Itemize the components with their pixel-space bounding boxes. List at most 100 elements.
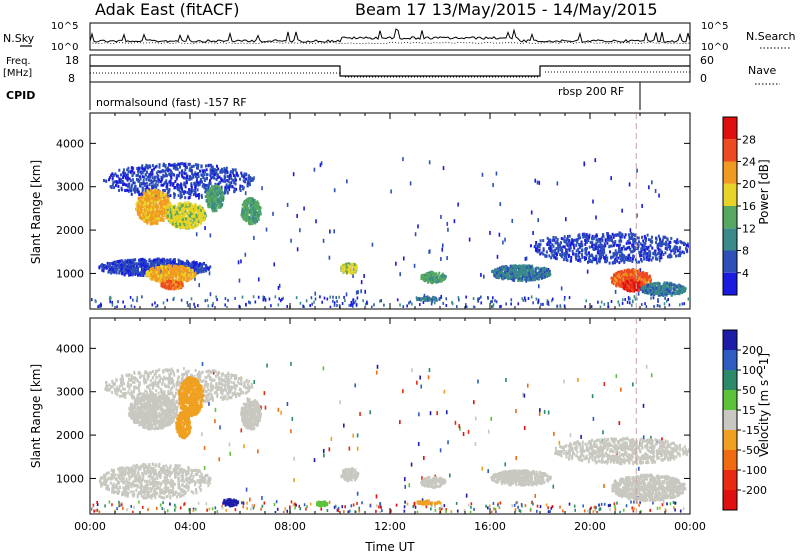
echo-cell xyxy=(640,250,643,254)
echo-cell xyxy=(211,169,214,173)
ground-scatter-cell xyxy=(546,302,549,306)
echo-cell xyxy=(165,209,168,213)
nave-line xyxy=(90,71,690,78)
ground-scatter-cell xyxy=(618,303,621,307)
echo-cell xyxy=(243,172,246,176)
ground-scatter-cell xyxy=(681,302,684,306)
noise-cell xyxy=(453,219,456,224)
echo-cell xyxy=(585,247,588,251)
echo-cell xyxy=(212,202,215,206)
echo-cell xyxy=(170,272,173,276)
echo-cell xyxy=(208,181,211,185)
noise-cell xyxy=(277,285,280,290)
ground-scatter-cell xyxy=(500,304,502,308)
echo-cell xyxy=(150,259,153,263)
echo-cell xyxy=(618,261,621,265)
echo-cell xyxy=(149,222,152,226)
echo-cell xyxy=(592,236,595,240)
echo-cell xyxy=(600,243,603,247)
echo-cell xyxy=(181,275,184,279)
echo-cell xyxy=(139,216,142,220)
echo-cell xyxy=(169,169,172,173)
ground-scatter-cell xyxy=(456,305,458,308)
ground-scatter-cell xyxy=(430,302,433,306)
echo-cell xyxy=(565,252,568,256)
echo-cell xyxy=(193,209,196,213)
echo-cell xyxy=(501,266,504,270)
echo-cell xyxy=(193,189,196,193)
echo-cell xyxy=(621,233,624,237)
echo-cell xyxy=(565,242,568,246)
echo-cell xyxy=(518,272,521,276)
echo-cell xyxy=(216,164,219,168)
echo-cell xyxy=(130,192,133,196)
echo-cell xyxy=(230,176,233,180)
echo-cell xyxy=(546,243,549,247)
echo-cell xyxy=(148,198,151,202)
echo-cell xyxy=(613,252,616,256)
noise-cell xyxy=(498,232,501,237)
echo-cell xyxy=(588,256,591,260)
echo-cell xyxy=(150,215,153,219)
echo-cell xyxy=(213,201,216,205)
echo-cell xyxy=(640,259,643,263)
echo-cell xyxy=(170,182,173,186)
echo-cell xyxy=(211,200,214,204)
echo-cell xyxy=(679,240,682,244)
echo-cell xyxy=(160,274,163,278)
echo-cell xyxy=(577,236,580,240)
echo-cell xyxy=(207,186,210,190)
echo-cell xyxy=(155,207,158,211)
echo-cell xyxy=(188,177,191,181)
echo-cell xyxy=(146,166,149,170)
echo-cell xyxy=(565,250,568,254)
echo-cell xyxy=(160,197,163,201)
echo-cell xyxy=(574,255,577,259)
echo-cell xyxy=(162,203,165,207)
echo-cell xyxy=(192,193,195,197)
echo-cell xyxy=(222,179,225,183)
echo-cell xyxy=(256,211,259,215)
echo-cell xyxy=(111,183,114,187)
echo-cell xyxy=(629,241,632,245)
echo-cell xyxy=(249,209,252,213)
echo-cell xyxy=(101,268,104,272)
ground-scatter-cell xyxy=(212,302,214,306)
echo-cell xyxy=(116,181,119,185)
echo-cell xyxy=(126,173,129,177)
echo-cell xyxy=(160,170,163,174)
echo-cell xyxy=(519,268,522,272)
echo-cell xyxy=(158,178,161,182)
ground-scatter-cell xyxy=(351,303,353,307)
noise-cell xyxy=(195,232,198,237)
echo-cell xyxy=(252,216,255,220)
echo-cell xyxy=(128,273,131,277)
echo-cell xyxy=(145,181,148,185)
echo-cell xyxy=(553,252,556,256)
ground-scatter-cell xyxy=(657,299,659,303)
echo-cell xyxy=(172,272,175,276)
noise-cell xyxy=(504,237,506,242)
echo-cell xyxy=(135,207,138,211)
echo-cell xyxy=(189,213,192,217)
echo-cell xyxy=(173,258,176,262)
echo-cell xyxy=(183,171,186,175)
echo-cell xyxy=(114,265,117,269)
ground-scatter-cell xyxy=(349,303,352,307)
echo-cell xyxy=(182,212,185,216)
ground-scatter-cell xyxy=(665,299,668,303)
echo-cell xyxy=(590,260,593,264)
echo-cell xyxy=(137,173,140,177)
ground-scatter-cell xyxy=(445,297,448,301)
ground-scatter-cell xyxy=(491,305,493,308)
echo-cell xyxy=(198,169,201,173)
echo-cell xyxy=(192,265,195,269)
echo-cell xyxy=(251,210,254,214)
echo-cell xyxy=(153,263,156,267)
echo-cell xyxy=(189,206,192,210)
echo-cell xyxy=(127,266,130,270)
echo-cell xyxy=(163,182,166,186)
echo-cell xyxy=(193,221,196,225)
echo-cell xyxy=(151,262,154,266)
